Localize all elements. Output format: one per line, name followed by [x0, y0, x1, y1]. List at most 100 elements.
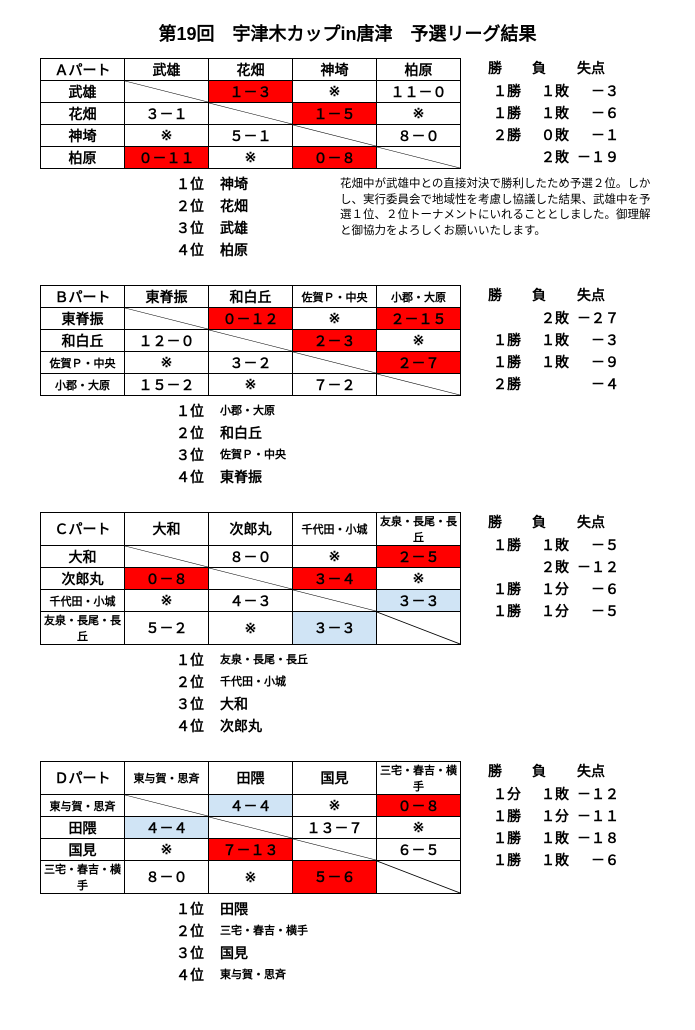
result-cell: ※ — [293, 546, 377, 568]
rank-pos: ３位 — [170, 693, 220, 715]
team-row-header: 三宅・春吉・横手 — [41, 861, 125, 894]
rank-team: 国見 — [220, 942, 248, 964]
stat-win — [475, 556, 521, 578]
stat-pts: －３ — [569, 80, 619, 102]
stats-header-lose: 負 — [515, 512, 563, 532]
rank-pos: ３位 — [170, 942, 220, 964]
stat-win: １勝 — [475, 534, 521, 556]
group-1: Ｂパート東脊振和白丘佐賀Ｐ・中央小郡・大原東脊振０－１２※２－１５和白丘１２－０… — [40, 285, 655, 488]
rankings: １位友泉・長尾・長丘２位千代田・小城３位大和４位次郎丸 — [170, 649, 655, 737]
stats-row: １勝１敗－５ — [475, 534, 619, 556]
result-cell: ８－０ — [209, 546, 293, 568]
team-header: 佐賀Ｐ・中央 — [293, 286, 377, 308]
result-cell: ※ — [209, 612, 293, 645]
team-row-header: 和白丘 — [41, 330, 125, 352]
stats-header-win: 勝 — [475, 761, 515, 781]
result-cell: ５－６ — [293, 861, 377, 894]
rank-team: 小郡・大原 — [220, 400, 275, 422]
result-cell: ※ — [377, 330, 461, 352]
stats-block: 勝負失点１勝１敗－５２敗－１２１勝１分－６１勝１分－５ — [475, 512, 619, 622]
result-cell: ３－１ — [125, 103, 209, 125]
rank-pos: ２位 — [170, 422, 220, 444]
stats-header-pts: 失点 — [563, 761, 619, 781]
stats-header-win: 勝 — [475, 58, 515, 78]
result-cell: ※ — [377, 568, 461, 590]
rank-pos: ３位 — [170, 217, 220, 239]
result-cell: ４－４ — [125, 817, 209, 839]
stat-lose: １敗 — [521, 329, 569, 351]
rank-team: 大和 — [220, 693, 248, 715]
team-row-header: 田隈 — [41, 817, 125, 839]
team-header: 東脊振 — [125, 286, 209, 308]
result-cell: ※ — [293, 308, 377, 330]
team-header: 三宅・春吉・横手 — [377, 762, 461, 795]
page-title: 第19回 宇津木カップin唐津 予選リーグ結果 — [40, 20, 655, 46]
result-cell — [125, 81, 209, 103]
stats-row: １分１敗－１２ — [475, 783, 619, 805]
stat-win: １勝 — [475, 102, 521, 124]
stat-pts: －２７ — [569, 307, 619, 329]
team-row-header: 大和 — [41, 546, 125, 568]
team-header: 東与賀・思斉 — [125, 762, 209, 795]
group-0: Ａパート武雄花畑神埼柏原武雄１－３※１１－０花畑３－１１－５※神埼※５－１８－０… — [40, 58, 655, 261]
result-cell: ０－１２ — [209, 308, 293, 330]
stats-row: １勝１敗－１８ — [475, 827, 619, 849]
team-row-header: 神埼 — [41, 125, 125, 147]
result-cell: ５－１ — [209, 125, 293, 147]
stat-lose: １敗 — [521, 534, 569, 556]
group-label: Ａパート — [41, 59, 125, 81]
result-cell — [209, 817, 293, 839]
result-cell: １－３ — [209, 81, 293, 103]
stat-pts: －６ — [569, 102, 619, 124]
stats-header-lose: 負 — [515, 285, 563, 305]
result-cell: ６－５ — [377, 839, 461, 861]
rank-row: ４位東与賀・思斉 — [170, 964, 655, 986]
rank-pos: ２位 — [170, 671, 220, 693]
group-2: Ｃパート大和次郎丸千代田・小城友泉・長尾・長丘大和８－０※２－５次郎丸０－８３－… — [40, 512, 655, 737]
result-cell — [209, 330, 293, 352]
rank-pos: ２位 — [170, 195, 220, 217]
stat-win: １勝 — [475, 351, 521, 373]
stat-win: １勝 — [475, 578, 521, 600]
rank-team: 和白丘 — [220, 422, 262, 444]
stats-row: １勝１分－５ — [475, 600, 619, 622]
stat-lose: １分 — [521, 578, 569, 600]
rank-pos: ４位 — [170, 239, 220, 261]
result-cell: ※ — [209, 147, 293, 169]
rank-row: １位小郡・大原 — [170, 400, 655, 422]
stat-lose: １敗 — [521, 783, 569, 805]
result-cell: ※ — [377, 103, 461, 125]
stat-pts: －６ — [569, 578, 619, 600]
result-cell — [293, 125, 377, 147]
stat-pts: －１９ — [569, 146, 619, 168]
stat-lose: １分 — [521, 600, 569, 622]
stats-header-pts: 失点 — [563, 58, 619, 78]
stat-lose: １敗 — [521, 849, 569, 871]
result-cell — [293, 590, 377, 612]
stat-pts: －４ — [569, 373, 619, 395]
results-table: Ｂパート東脊振和白丘佐賀Ｐ・中央小郡・大原東脊振０－１２※２－１５和白丘１２－０… — [40, 285, 461, 396]
rank-row: ２位千代田・小城 — [170, 671, 655, 693]
result-cell — [377, 147, 461, 169]
team-row-header: 国見 — [41, 839, 125, 861]
result-cell: ３－３ — [377, 590, 461, 612]
stats-row: １勝１敗－３ — [475, 329, 619, 351]
team-header: 神埼 — [293, 59, 377, 81]
rank-pos: １位 — [170, 400, 220, 422]
stat-pts: －９ — [569, 351, 619, 373]
stats-header-win: 勝 — [475, 512, 515, 532]
result-cell: ３－４ — [293, 568, 377, 590]
stat-pts: －５ — [569, 534, 619, 556]
team-header: 花畑 — [209, 59, 293, 81]
rankings: １位小郡・大原２位和白丘３位佐賀Ｐ・中央４位東脊振 — [170, 400, 655, 488]
rank-team: 千代田・小城 — [220, 671, 286, 693]
rank-row: ３位佐賀Ｐ・中央 — [170, 444, 655, 466]
stat-pts: －１２ — [569, 556, 619, 578]
result-cell: ０－１１ — [125, 147, 209, 169]
stat-lose — [521, 373, 569, 395]
team-header: 田隈 — [209, 762, 293, 795]
rank-team: 東与賀・思斉 — [220, 964, 286, 986]
stats-row: ２勝０敗－１ — [475, 124, 619, 146]
rankings: １位田隈２位三宅・春吉・横手３位国見４位東与賀・思斉 — [170, 898, 655, 986]
result-cell — [293, 352, 377, 374]
